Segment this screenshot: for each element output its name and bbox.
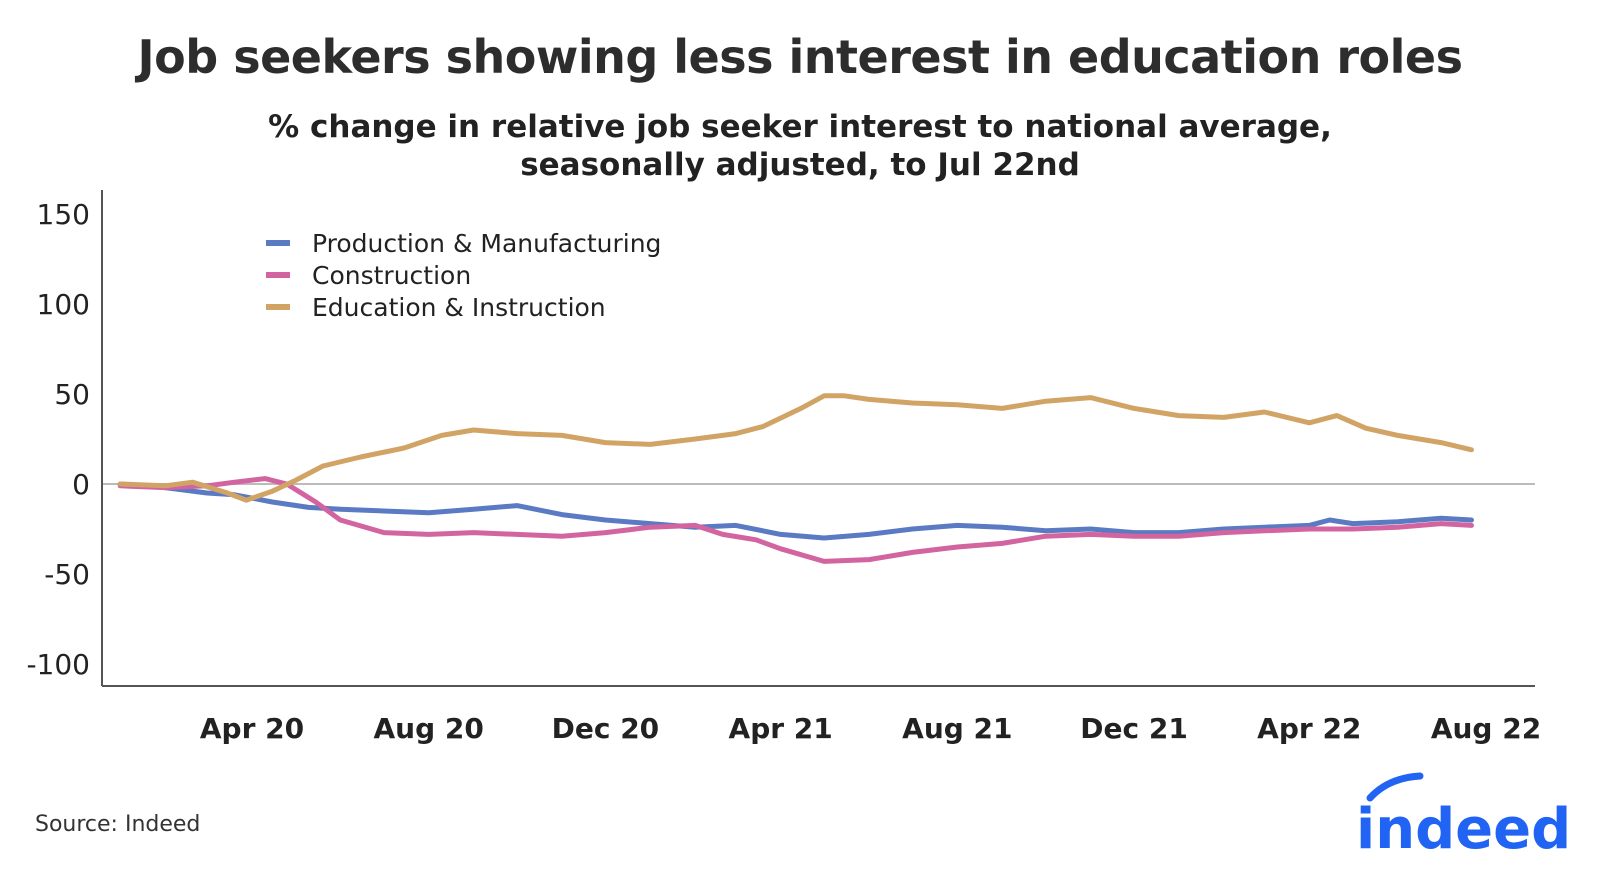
legend-label: Construction xyxy=(312,261,471,290)
x-tick-label: Apr 21 xyxy=(729,712,833,745)
chart-subtitle: % change in relative job seeker interest… xyxy=(0,108,1600,184)
x-tick-label: Aug 22 xyxy=(1431,712,1541,745)
y-tick-label: -100 xyxy=(26,648,90,681)
x-tick-label: Apr 22 xyxy=(1257,712,1361,745)
y-tick-label: -50 xyxy=(44,558,90,591)
x-tick-label: Apr 20 xyxy=(200,712,304,745)
x-tick-label: Dec 21 xyxy=(1080,712,1188,745)
svg-text:indeed: indeed xyxy=(1356,797,1568,860)
y-tick-label: 150 xyxy=(37,198,90,231)
legend-label: Production & Manufacturing xyxy=(312,229,661,258)
chart-subtitle-line-1: % change in relative job seeker interest… xyxy=(268,109,1332,145)
chart-subtitle-line-2: seasonally adjusted, to Jul 22nd xyxy=(520,147,1080,183)
y-tick-label: 100 xyxy=(37,288,90,321)
series-line-education-instruction xyxy=(117,393,1474,503)
x-tick-label: Aug 20 xyxy=(374,712,484,745)
x-tick-label: Dec 20 xyxy=(552,712,660,745)
series-line-construction xyxy=(117,476,1474,564)
y-tick-label: 50 xyxy=(54,378,90,411)
indeed-logo: indeed xyxy=(1356,772,1568,860)
source-note: Source: Indeed xyxy=(35,812,201,837)
chart-title: Job seekers showing less interest in edu… xyxy=(137,30,1463,84)
y-tick-label: 0 xyxy=(72,468,90,501)
legend-label: Education & Instruction xyxy=(312,293,606,322)
x-tick-label: Aug 21 xyxy=(902,712,1012,745)
